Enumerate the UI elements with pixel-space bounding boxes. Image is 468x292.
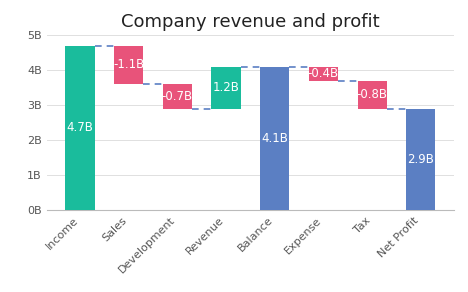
Bar — [309, 67, 338, 81]
Title: Company revenue and profit: Company revenue and profit — [121, 13, 380, 31]
Text: -0.7B: -0.7B — [162, 90, 193, 103]
Bar — [358, 81, 387, 109]
Bar — [260, 67, 289, 210]
Text: -0.8B: -0.8B — [357, 88, 388, 101]
Text: -0.4B: -0.4B — [308, 67, 339, 80]
Bar — [406, 109, 435, 210]
Bar — [114, 46, 143, 84]
Text: 4.1B: 4.1B — [261, 132, 288, 145]
Bar — [66, 46, 95, 210]
Bar — [212, 67, 241, 109]
Text: -1.1B: -1.1B — [113, 58, 144, 71]
Text: 2.9B: 2.9B — [408, 153, 434, 166]
Text: 4.7B: 4.7B — [66, 121, 93, 134]
Bar — [163, 84, 192, 109]
Text: 1.2B: 1.2B — [212, 81, 240, 94]
